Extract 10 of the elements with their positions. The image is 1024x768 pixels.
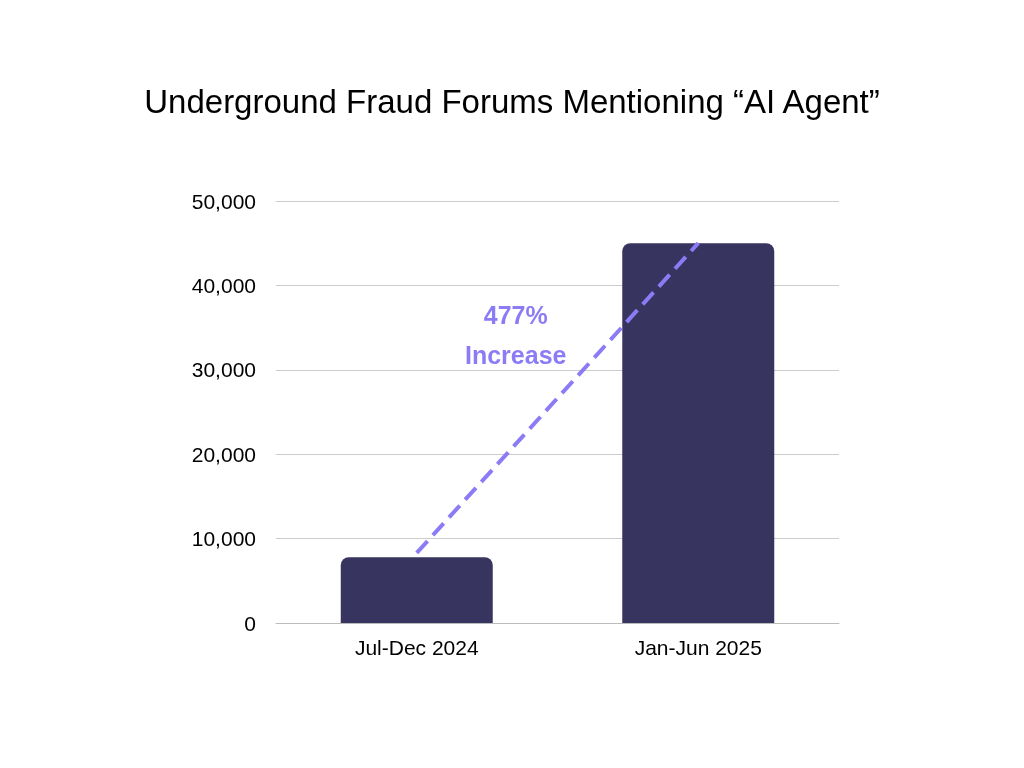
y-tick-label: 10,000 <box>191 527 256 551</box>
annotation: 477% Increase <box>465 301 567 369</box>
y-tick-label: 50,000 <box>191 189 256 213</box>
chart-title: Underground Fraud Forums Mentioning “AI Agent” <box>144 83 880 120</box>
x-tick-label: Jan-Jun 2025 <box>634 636 762 659</box>
y-tick-label: 20,000 <box>191 442 256 466</box>
x-tick-label: Jul-Dec 2024 <box>354 636 479 659</box>
y-tick-label: 30,000 <box>191 358 256 382</box>
y-tick-label: 40,000 <box>191 273 256 297</box>
y-tick-label: 0 <box>244 611 256 635</box>
